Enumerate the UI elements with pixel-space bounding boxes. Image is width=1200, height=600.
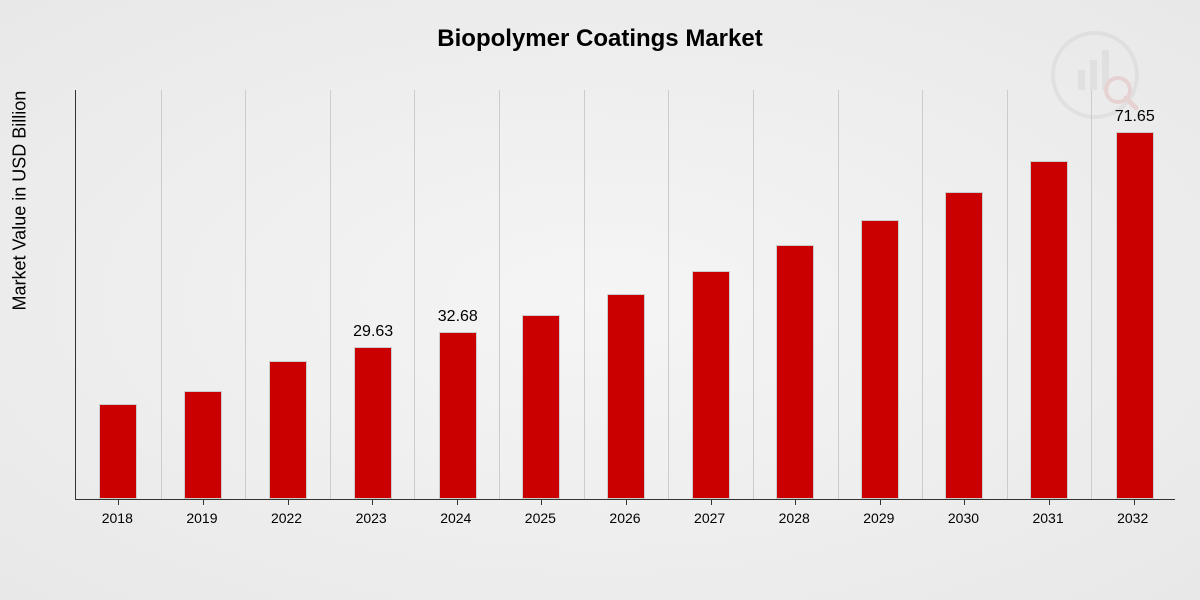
bar-group xyxy=(607,294,645,499)
grid-line xyxy=(414,90,415,499)
x-tick xyxy=(288,499,289,505)
x-axis-label: 2030 xyxy=(948,510,979,526)
x-tick xyxy=(711,499,712,505)
grid-line xyxy=(838,90,839,499)
bar-value-label: 32.68 xyxy=(438,308,478,326)
bar xyxy=(607,294,645,499)
bar-group xyxy=(776,245,814,499)
grid-line xyxy=(245,90,246,499)
x-axis-label: 2023 xyxy=(356,510,387,526)
bar xyxy=(861,220,899,499)
bar-group xyxy=(692,271,730,499)
chart-title: Biopolymer Coatings Market xyxy=(0,0,1200,53)
x-tick xyxy=(880,499,881,505)
x-tick xyxy=(795,499,796,505)
x-axis-label: 2029 xyxy=(863,510,894,526)
bar xyxy=(269,361,307,499)
bar xyxy=(184,391,222,499)
bar-value-label: 71.65 xyxy=(1115,108,1155,126)
x-axis-label: 2018 xyxy=(102,510,133,526)
grid-line xyxy=(668,90,669,499)
bar-value-label: 29.63 xyxy=(353,323,393,341)
x-tick xyxy=(541,499,542,505)
grid-line xyxy=(499,90,500,499)
plot-area: 29.63 32.68 71.65 xyxy=(75,90,1175,500)
grid-line xyxy=(1091,90,1092,499)
bar-group xyxy=(269,361,307,499)
grid-line xyxy=(330,90,331,499)
grid-line xyxy=(922,90,923,499)
bar-group xyxy=(1030,161,1068,499)
x-tick xyxy=(964,499,965,505)
bar xyxy=(522,315,560,500)
bar xyxy=(1116,132,1154,499)
x-tick xyxy=(1134,499,1135,505)
x-tick xyxy=(1049,499,1050,505)
bar-group: 29.63 xyxy=(353,323,393,499)
y-axis-label: Market Value in USD Billion xyxy=(10,91,31,311)
x-axis-label: 2028 xyxy=(779,510,810,526)
bar xyxy=(354,347,392,499)
x-axis-label: 2025 xyxy=(525,510,556,526)
x-axis-label: 2024 xyxy=(440,510,471,526)
x-axis-label: 2019 xyxy=(186,510,217,526)
x-axis-label: 2026 xyxy=(609,510,640,526)
bar-group xyxy=(184,391,222,499)
chart-container: 29.63 32.68 71.65 2018 2019 2022 2023 2024 2025… xyxy=(75,90,1175,540)
x-tick xyxy=(203,499,204,505)
bar xyxy=(1030,161,1068,499)
x-tick xyxy=(372,499,373,505)
grid-line xyxy=(1007,90,1008,499)
x-tick xyxy=(118,499,119,505)
x-axis-label: 2022 xyxy=(271,510,302,526)
x-axis-label: 2027 xyxy=(694,510,725,526)
grid-line xyxy=(161,90,162,499)
bar-group xyxy=(861,220,899,499)
x-tick xyxy=(457,499,458,505)
bar xyxy=(99,404,137,499)
bar xyxy=(439,332,477,499)
grid-line xyxy=(584,90,585,499)
x-axis-label: 2031 xyxy=(1032,510,1063,526)
bar xyxy=(945,192,983,500)
bar-group: 71.65 xyxy=(1115,108,1155,499)
bar-group xyxy=(99,404,137,499)
x-tick xyxy=(626,499,627,505)
bar-group xyxy=(522,315,560,500)
x-axis-label: 2032 xyxy=(1117,510,1148,526)
bar-group xyxy=(945,192,983,500)
bar xyxy=(776,245,814,499)
grid-line xyxy=(753,90,754,499)
bar xyxy=(692,271,730,499)
bar-group: 32.68 xyxy=(438,308,478,499)
